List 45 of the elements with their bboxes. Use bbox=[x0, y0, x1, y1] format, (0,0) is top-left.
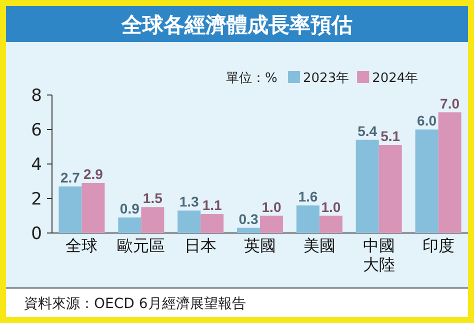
bar bbox=[319, 216, 342, 233]
data-label: 5.1 bbox=[380, 128, 400, 144]
data-label: 7.0 bbox=[440, 95, 460, 112]
data-label: 1.3 bbox=[179, 194, 200, 210]
x-tick-label: 美國 bbox=[303, 236, 336, 255]
x-tick-label: 印度 bbox=[422, 236, 454, 255]
data-label: 1.0 bbox=[262, 198, 282, 215]
bar bbox=[82, 182, 105, 233]
y-tick-label: 0 bbox=[31, 224, 42, 244]
bar bbox=[415, 130, 438, 233]
data-label: 6.0 bbox=[417, 112, 437, 128]
x-tick-label: 中國大陸 bbox=[362, 236, 395, 274]
bar bbox=[118, 217, 142, 233]
y-tick-label: 8 bbox=[31, 86, 42, 106]
data-label: 1.6 bbox=[298, 188, 318, 204]
text: 單位：% bbox=[226, 71, 278, 86]
bar bbox=[296, 205, 320, 233]
source-note: 資料來源：OECD 6月經濟展望報告 bbox=[24, 296, 246, 312]
data-label: 1.1 bbox=[202, 197, 222, 214]
x-tick-label: 英國 bbox=[244, 236, 276, 255]
data-label: 2.7 bbox=[60, 169, 80, 186]
bar bbox=[378, 145, 402, 233]
bar bbox=[237, 228, 260, 233]
x-tick-label: 歐元區 bbox=[117, 236, 166, 255]
legend-label: 2024年 bbox=[372, 71, 418, 86]
data-label: 0.3 bbox=[238, 210, 258, 227]
x-tick-label: 全球 bbox=[66, 236, 98, 255]
bar bbox=[438, 112, 462, 233]
data-label: 5.4 bbox=[358, 122, 378, 139]
bar bbox=[260, 216, 283, 233]
data-label: 0.9 bbox=[120, 200, 140, 216]
y-tick-label: 6 bbox=[31, 120, 42, 140]
data-label: 2.9 bbox=[83, 166, 104, 182]
data-label: 1.0 bbox=[321, 198, 341, 215]
bar bbox=[141, 207, 164, 233]
data-label: 1.5 bbox=[142, 190, 163, 206]
legend-label: 2023年 bbox=[303, 71, 350, 86]
chart-title: 全球各經濟體成長率預估 bbox=[120, 13, 352, 37]
y-tick-label: 2 bbox=[31, 190, 42, 210]
x-tick-label: 日本 bbox=[184, 236, 217, 255]
y-tick-label: 4 bbox=[31, 155, 42, 175]
bar bbox=[200, 214, 224, 233]
bar bbox=[178, 210, 201, 233]
bar bbox=[58, 186, 82, 233]
bar bbox=[356, 140, 379, 233]
